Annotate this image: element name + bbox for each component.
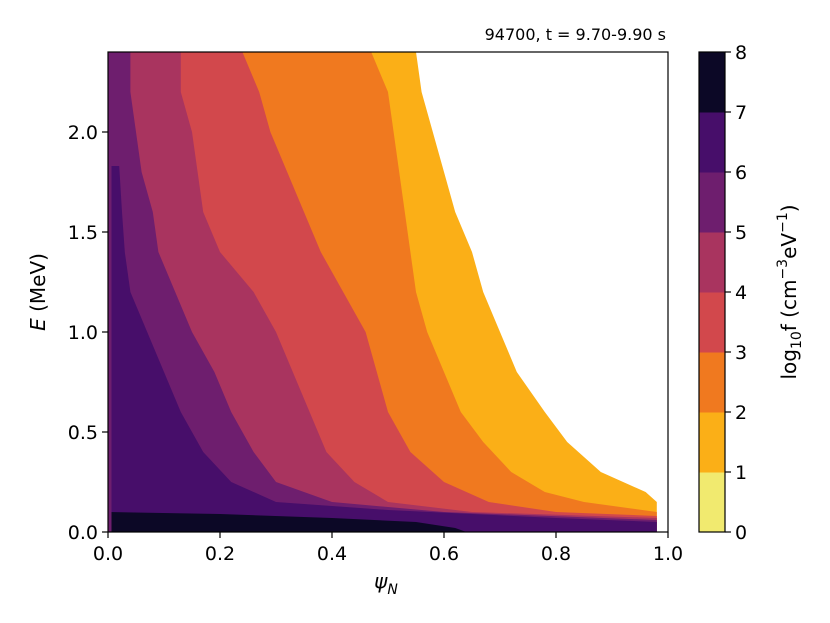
colorbar-tick-label: 0: [735, 522, 747, 544]
colorbar-tick-label: 8: [735, 42, 747, 64]
contour-edge-strip: [108, 52, 112, 532]
y-axis-label: E (MeV): [26, 253, 50, 331]
colorbar-tick-label: 1: [735, 462, 747, 484]
colorbar-label: log10f (cm−3eV−1): [775, 204, 805, 379]
colorbar-segment-2: [699, 352, 725, 413]
x-tick-label: 0.2: [205, 543, 235, 565]
x-tick-label: 0.0: [93, 543, 123, 565]
colorbar-tick-label: 7: [735, 102, 747, 124]
colorbar-segment-7: [699, 52, 725, 113]
colorbar-tick-label: 2: [735, 402, 747, 424]
colorbar-segment-5: [699, 172, 725, 233]
y-tick-label: 1.0: [68, 322, 98, 344]
x-tick-label: 0.6: [429, 543, 459, 565]
plot-frame: [107, 51, 669, 533]
x-tick-label: 0.4: [317, 543, 347, 565]
colorbar-tick-label: 4: [735, 282, 747, 304]
colorbar-ticks: 0 1 2 3 4 5 6 7 8: [725, 42, 747, 544]
y-tick-label: 0.5: [68, 422, 98, 444]
contour-region-level-7: [108, 512, 467, 532]
colorbar-segment-3: [699, 292, 725, 353]
y-tick-label: 2.0: [68, 122, 98, 144]
x-axis-label: ψN: [374, 569, 398, 598]
y-axis-ticks: 0.0 0.5 1.0 1.5 2.0: [68, 122, 108, 544]
colorbar-segment-6: [699, 112, 725, 173]
colorbar-tick-label: 3: [735, 342, 747, 364]
colorbar-segment-4: [699, 232, 725, 293]
colorbar-tick-label: 6: [735, 162, 747, 184]
y-tick-label: 0.0: [68, 522, 98, 544]
x-tick-label: 0.8: [541, 543, 571, 565]
colorbar-tick-label: 5: [735, 222, 747, 244]
colorbar-segment-1: [699, 412, 725, 473]
y-tick-label: 1.5: [68, 222, 98, 244]
contour-region-level-4: [108, 52, 657, 532]
colorbar-segment-0: [699, 472, 725, 533]
chart-title: 94700, t = 9.70-9.90 s: [485, 25, 666, 44]
contour-region-level-6: [108, 166, 657, 532]
x-tick-label: 1.0: [653, 543, 683, 565]
colorbar: [699, 52, 725, 533]
contour-layer: [108, 52, 657, 532]
x-axis-ticks: 0.0 0.2 0.4 0.6 0.8 1.0: [93, 532, 683, 565]
